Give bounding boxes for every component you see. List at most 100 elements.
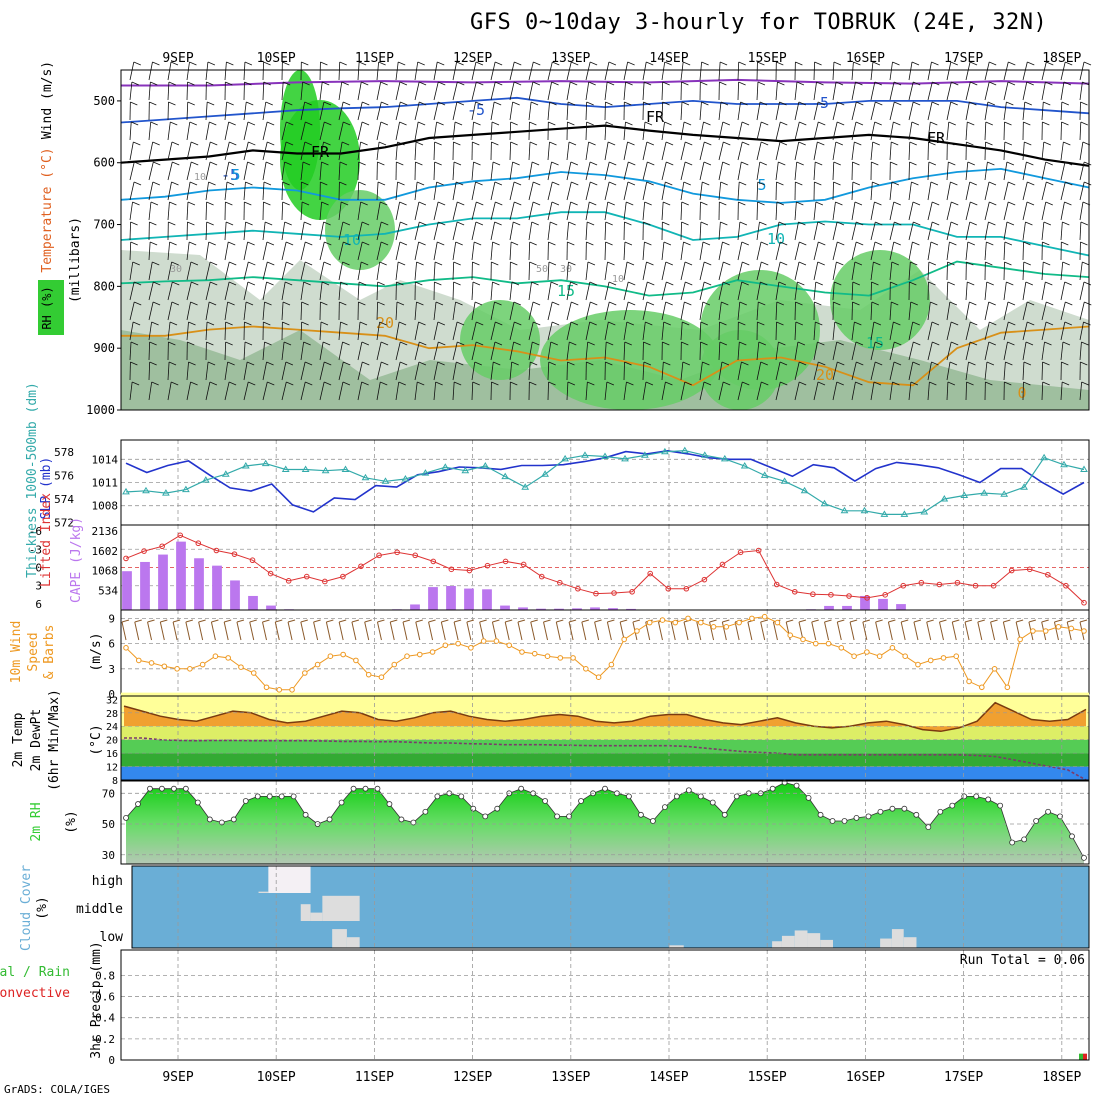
- wind-barb: [357, 341, 363, 361]
- rh-point: [242, 798, 249, 804]
- wind-barb-flag: [759, 161, 767, 166]
- cloud-block: [772, 941, 782, 948]
- wind-barb-flag: [285, 241, 294, 246]
- wind-barb-flag: [567, 241, 575, 246]
- thickness-line: [125, 449, 1085, 516]
- wind-barb-flag: [836, 261, 844, 266]
- rh-point: [1033, 818, 1039, 824]
- wind-barb-flag: [493, 361, 501, 366]
- wind-10m-barb-flag: [147, 619, 155, 623]
- wind-barb-flag: [855, 341, 864, 346]
- wind-barb-flag: [1046, 181, 1054, 186]
- wind-barb-flag: [513, 81, 522, 86]
- precip-bar-convective: [1083, 1053, 1087, 1060]
- rh-point: [362, 785, 369, 792]
- wind-10m-barb-flag: [1015, 619, 1024, 623]
- wind-barb: [699, 281, 705, 301]
- wind-barb-flag: [609, 161, 617, 166]
- rh-point: [159, 785, 165, 792]
- wind-barb: [851, 221, 857, 241]
- li-tick-label: 0: [35, 562, 42, 575]
- wind-barb-flag: [437, 241, 445, 246]
- wind-barb-flag: [702, 301, 711, 306]
- wind-barb: [471, 381, 474, 401]
- wind-barb-flag: [605, 361, 613, 366]
- wind-barb: [832, 101, 838, 121]
- wind-barb-flag: [263, 201, 271, 206]
- wind-barb: [376, 341, 382, 361]
- wind-barb-flag: [892, 61, 900, 66]
- wind-barb-flag: [282, 81, 291, 86]
- wind-barb: [433, 201, 439, 221]
- wind-barb: [794, 121, 800, 141]
- wind-barb: [148, 341, 151, 361]
- wind-barb: [224, 281, 230, 301]
- wind-10m-barb: [670, 621, 676, 641]
- wind-barb-flag: [454, 121, 463, 126]
- li-point: [1045, 571, 1051, 578]
- wind-barb: [737, 301, 741, 321]
- wind-barb-flag: [833, 301, 841, 306]
- wind-barb-flag: [719, 61, 728, 66]
- wind-barb-flag: [514, 321, 522, 326]
- wind-barb-flag: [1042, 121, 1050, 126]
- wind-barb-flag: [931, 101, 940, 106]
- wind-barb-flag: [967, 121, 975, 126]
- wind-barb: [699, 221, 702, 241]
- wind-10m-barb-flag: [492, 619, 500, 623]
- wind-barb-flag: [683, 61, 691, 66]
- wind-barb-flag: [245, 181, 253, 186]
- thickness-label: Thickness 1000-500mb (dm): [25, 382, 40, 578]
- date-label-top: 14SEP: [649, 51, 688, 66]
- wind-barb: [471, 161, 474, 181]
- wind-barb: [148, 141, 154, 161]
- wind-barb-flag: [1080, 101, 1088, 106]
- wind-barb-flag: [265, 101, 273, 106]
- wind-barb-flag: [437, 61, 445, 66]
- wind-barb: [205, 261, 211, 281]
- wind-barb-flag: [663, 241, 672, 246]
- wind-barb: [547, 161, 552, 181]
- wind-barb: [167, 61, 172, 81]
- wind-barb-flag: [722, 281, 731, 286]
- wind-barb: [300, 241, 306, 261]
- wind-barb: [300, 221, 305, 241]
- wind-barb: [851, 241, 857, 261]
- wind-barb: [794, 161, 798, 181]
- wind-barb: [376, 361, 382, 381]
- wind-10m-barb-flag: [287, 619, 296, 623]
- wind-10m-barb-flag: [326, 619, 334, 623]
- wind-barb-flag: [608, 61, 617, 66]
- wind-barb-flag: [571, 301, 579, 306]
- wind-barb-flag: [533, 181, 541, 186]
- wind-barb-flag: [134, 161, 142, 166]
- wind-barb-flag: [133, 61, 141, 66]
- wind-barb-flag: [873, 261, 881, 266]
- wind-barb-flag: [323, 381, 332, 386]
- rh-point: [194, 799, 201, 806]
- wind-barb-flag: [757, 201, 765, 206]
- wind-barb-flag: [589, 281, 597, 286]
- wind-barb-flag: [1023, 381, 1031, 386]
- wind-barb-flag: [834, 321, 842, 326]
- temp-panel-frame: [120, 695, 1090, 781]
- wind-barb-flag: [833, 161, 841, 166]
- wind-barb: [870, 361, 876, 381]
- wind-barb: [509, 361, 513, 381]
- wind-barb: [585, 81, 590, 101]
- wind-barb: [832, 121, 838, 141]
- wind-barb: [870, 301, 873, 321]
- li-point: [502, 558, 509, 565]
- wind-barb: [794, 281, 798, 301]
- wind-barb-flag: [435, 301, 444, 306]
- wind-barb: [699, 141, 705, 161]
- wind-barb: [680, 121, 685, 141]
- wind-10m-barb-flag: [339, 619, 347, 623]
- wind-barb-flag: [700, 221, 709, 226]
- wind-barb-flag: [646, 141, 655, 146]
- wind-barb: [984, 221, 989, 241]
- wind-barb: [680, 241, 684, 261]
- wind-barb: [566, 141, 570, 161]
- wind-barb: [1022, 161, 1027, 181]
- wind-barb-flag: [589, 61, 598, 66]
